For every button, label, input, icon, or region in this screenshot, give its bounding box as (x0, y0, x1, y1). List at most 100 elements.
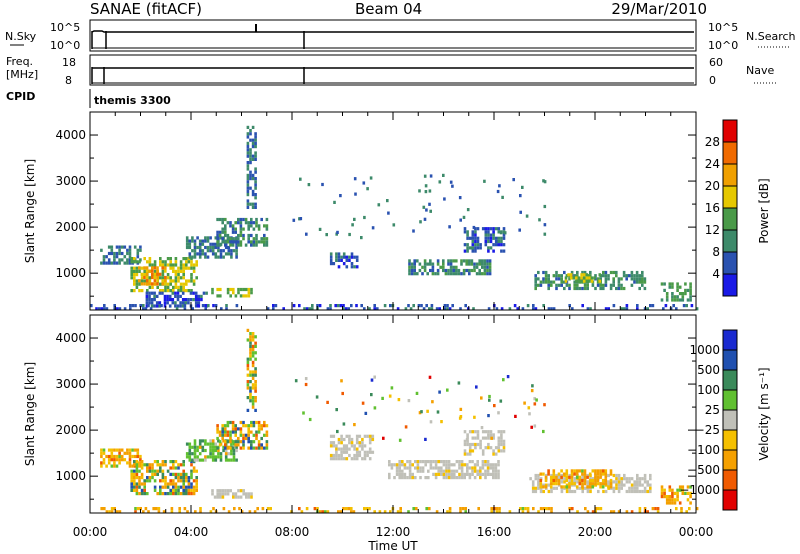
echo-cell (151, 463, 154, 467)
echo-cell (229, 243, 232, 247)
echo-cell (471, 436, 475, 440)
echo-cell (489, 236, 493, 240)
echo-cell (239, 430, 243, 434)
echo-cell (244, 424, 248, 428)
echo-cell (174, 492, 178, 496)
echo-cell (217, 255, 220, 259)
y-tick-label: 4000 (55, 128, 86, 142)
echo-cell (193, 242, 197, 246)
echo-cell (174, 466, 178, 470)
echo-cell (617, 473, 621, 478)
echo-cell (113, 307, 116, 311)
echo-cell (172, 269, 175, 273)
echo-cell (447, 262, 450, 266)
echo-cell (168, 294, 172, 298)
echo-cell (463, 249, 467, 253)
y-tick-label: 1000 (55, 469, 86, 483)
echo-cell (177, 463, 180, 467)
echo-cell (209, 439, 212, 443)
echo-cell (547, 483, 551, 487)
echo-cell (126, 448, 129, 452)
echo-cell (213, 495, 217, 499)
echo-cell (224, 458, 228, 462)
echo-cell (643, 507, 647, 511)
echo-cell (449, 262, 453, 266)
echo-cell (252, 433, 256, 437)
echo-cell (455, 268, 458, 273)
echo-cell (254, 396, 257, 400)
echo-cell (174, 291, 177, 295)
echo-cell (160, 304, 163, 308)
echo-cell (665, 292, 669, 296)
echo-cell (190, 485, 193, 489)
echo-cell (633, 489, 636, 494)
echo-cell (340, 447, 343, 451)
echo-cell (427, 476, 430, 480)
echo-cell (418, 262, 422, 266)
echo-cell (486, 463, 490, 467)
echo-cell (684, 282, 687, 286)
echo-cell (332, 434, 336, 438)
echo-cell (539, 280, 543, 284)
echo-cell (214, 445, 218, 449)
echo-cell (252, 227, 256, 231)
echo-cell (226, 221, 230, 225)
echo-cell (583, 270, 587, 275)
echo-cell (452, 259, 455, 263)
echo-cell (531, 384, 534, 388)
echo-cell (539, 507, 543, 511)
echo-cell (475, 265, 479, 269)
echo-cell (636, 480, 639, 484)
echo-cell (466, 233, 469, 237)
echo-cell (198, 249, 202, 253)
echo-cell (138, 269, 141, 273)
echo-cell (304, 382, 308, 387)
echo-cell (179, 479, 183, 483)
echo-cell (537, 277, 540, 281)
echo-cell (247, 221, 250, 225)
echo-cell (193, 255, 197, 259)
echo-cell (414, 460, 417, 464)
echo-cell (588, 276, 591, 280)
echo-cell (234, 443, 237, 447)
echo-cell (442, 463, 446, 467)
echo-cell (411, 472, 414, 476)
echo-cell (638, 477, 642, 481)
echo-cell (190, 476, 193, 480)
echo-cell (250, 287, 253, 292)
echo-cell (492, 227, 495, 231)
echo-cell (138, 282, 141, 286)
echo-cell (182, 485, 185, 489)
echo-cell (484, 476, 487, 480)
echo-cell (254, 344, 257, 348)
echo-cell (358, 444, 362, 448)
echo-cell (471, 230, 475, 234)
echo-cell (250, 446, 253, 450)
echo-cell (247, 427, 250, 431)
echo-cell (471, 469, 474, 473)
echo-cell (591, 482, 595, 486)
echo-cell (577, 276, 581, 280)
echo-cell (437, 469, 440, 473)
echo-cell (153, 279, 157, 283)
echo-cell (263, 424, 266, 428)
echo-cell (324, 510, 327, 514)
echo-cell (475, 262, 479, 266)
echo-cell (218, 433, 222, 437)
echo-cell (304, 377, 308, 381)
echo-cell (188, 252, 192, 256)
echo-cell (676, 488, 679, 492)
echo-cell (568, 482, 571, 486)
echo-cell (302, 411, 305, 415)
echo-cell (249, 386, 252, 390)
echo-cell (242, 287, 245, 292)
echo-cell (179, 463, 183, 467)
echo-cell (153, 275, 157, 280)
echo-cell (599, 507, 603, 511)
echo-cell (487, 239, 490, 244)
echo-cell (191, 307, 194, 311)
echo-cell (643, 473, 647, 478)
echo-cell (471, 442, 475, 447)
echo-cell (329, 457, 333, 461)
echo-cell (232, 495, 235, 499)
